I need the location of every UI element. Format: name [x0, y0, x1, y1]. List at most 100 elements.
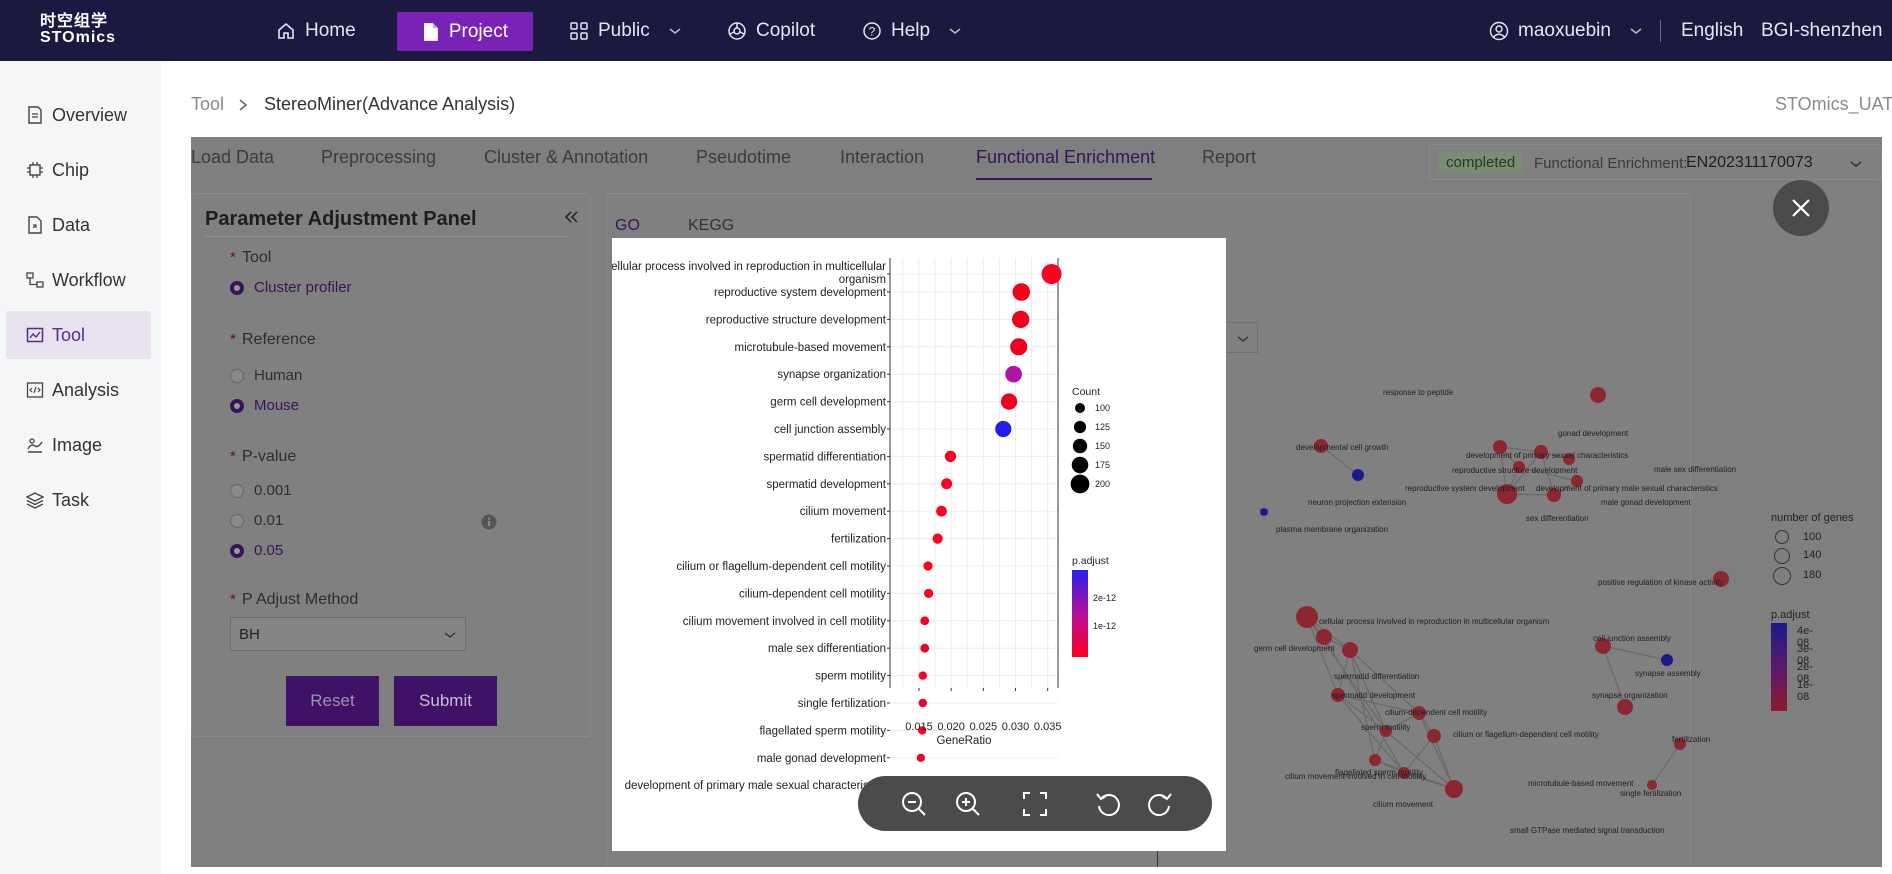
sidebar-item-data[interactable]: Data: [6, 201, 151, 249]
region-switch[interactable]: BGI-shenzhen: [1761, 20, 1883, 41]
sidebar-item-label: Workflow: [52, 269, 126, 290]
nav-home-label: Home: [305, 20, 356, 41]
data-point: [920, 643, 930, 653]
category-label: development of primary male sexual chara…: [625, 780, 887, 792]
data-file-icon: [28, 216, 42, 234]
data-point: [916, 753, 925, 762]
svg-text:?: ?: [869, 25, 876, 39]
tool-icon: [26, 327, 44, 343]
required-mark: *: [230, 331, 236, 348]
padjust-select[interactable]: BH: [230, 617, 466, 651]
data-point: [924, 588, 934, 598]
tab-report[interactable]: Report: [1202, 147, 1257, 167]
sidebar-item-overview[interactable]: Overview: [6, 91, 151, 139]
result-tab-kegg[interactable]: KEGG: [688, 217, 735, 234]
logo-cn: 时空组学: [40, 13, 109, 30]
category-label: organism: [839, 274, 886, 286]
nav-help[interactable]: ? Help: [862, 13, 971, 49]
user-menu[interactable]: maoxuebin: [1489, 13, 1652, 49]
image-icon: [27, 438, 43, 453]
nav-home[interactable]: Home: [276, 13, 356, 49]
network-node-label: spermatid development: [1332, 691, 1416, 700]
network-node-label: cilium-dependent cell motility: [1385, 708, 1488, 717]
category-label: male sex differentiation: [768, 643, 886, 655]
pvalue-radio-0001[interactable]: [230, 484, 244, 498]
category-label: cell junction assembly: [774, 424, 886, 436]
data-point: [932, 533, 943, 544]
tab-interaction[interactable]: Interaction: [840, 147, 925, 167]
tab-functional-enrichment[interactable]: Functional Enrichment: [976, 147, 1156, 167]
reset-button[interactable]: Reset: [286, 676, 379, 726]
tool-option-label: Cluster profiler: [254, 279, 352, 296]
fullscreen-icon[interactable]: [1022, 791, 1048, 817]
count-legend-dot: [1073, 420, 1087, 434]
pvalue-radio-001[interactable]: [230, 514, 244, 528]
nav-help-label: Help: [891, 20, 931, 41]
sidebar-item-task[interactable]: Task: [6, 476, 151, 524]
tab-preprocessing[interactable]: Preprocessing: [321, 147, 437, 167]
logo[interactable]: 时空组学 STOmics: [40, 14, 116, 46]
sidebar-item-analysis[interactable]: Analysis: [6, 366, 151, 414]
rotate-left-icon[interactable]: [1094, 790, 1122, 818]
data-point: [918, 698, 928, 708]
tab-cluster-annotation[interactable]: Cluster & Annotation: [484, 147, 649, 167]
rotate-right-icon[interactable]: [1146, 790, 1174, 818]
sidebar-item-image[interactable]: Image: [6, 421, 151, 469]
category-label: synapse organization: [777, 369, 886, 381]
chevron-down-icon: [669, 28, 681, 34]
result-tab-go[interactable]: GO: [615, 217, 640, 234]
network-node-label: reproductive system development: [1405, 484, 1525, 493]
network-node-label: germ cell development: [1254, 644, 1335, 653]
chevron-down-icon: [1237, 336, 1249, 342]
chevron-down-icon: [949, 28, 961, 34]
data-point: [1012, 310, 1030, 329]
network-node-label: development of primary sexual characteri…: [1466, 451, 1629, 460]
plot-panel: [890, 258, 1058, 688]
tab-pseudotime[interactable]: Pseudotime: [696, 147, 792, 167]
nav-project-label: Project: [448, 20, 508, 42]
zoom-out-icon[interactable]: [900, 790, 928, 818]
reference-radio-mouse[interactable]: [230, 399, 244, 413]
sidebar-item-label: Tool: [52, 324, 86, 345]
tab-load-data[interactable]: Load Data: [191, 147, 275, 167]
data-point: [1005, 365, 1022, 383]
category-label: reproductive structure development: [706, 314, 887, 326]
language-switch[interactable]: English: [1681, 20, 1744, 41]
network-node-label: synapse organization: [1592, 691, 1668, 700]
pvalue-radio-005[interactable]: [230, 544, 244, 558]
result-select[interactable]: completed Functional Enrichment: EN20231…: [1429, 144, 1882, 180]
legend-value: 100: [1803, 531, 1822, 543]
workflow-icon: [26, 272, 44, 288]
category-label: spermatid development: [766, 479, 886, 491]
reference-option-label: Mouse: [254, 397, 300, 414]
x-tick-label: 0.025: [970, 721, 998, 733]
close-icon: [1792, 199, 1810, 217]
chevron-down-icon: [1630, 28, 1642, 34]
x-tick-label: 0.030: [1002, 721, 1030, 733]
network-node-label: cilium movement involved in cell motilit…: [1285, 772, 1427, 781]
nav-copilot[interactable]: Copilot: [727, 13, 815, 49]
result-select-value: EN202311170073: [1686, 154, 1813, 171]
zoom-in-icon[interactable]: [954, 790, 982, 818]
breadcrumb-root[interactable]: Tool: [191, 94, 225, 114]
legend-value: 3e-08: [1797, 643, 1813, 667]
top-navbar: 时空组学 STOmics Home Project Public Copilot…: [0, 0, 1892, 61]
collapse-icon[interactable]: [563, 209, 579, 225]
tool-radio[interactable]: [230, 281, 244, 295]
nav-public[interactable]: Public: [569, 13, 691, 49]
info-icon[interactable]: [481, 514, 497, 530]
sidebar-item-tool[interactable]: Tool: [6, 311, 151, 359]
network-node-label: reproductive structure development: [1452, 466, 1578, 475]
network-node-label: sperm motility: [1361, 723, 1411, 732]
sidebar-item-workflow[interactable]: Workflow: [6, 256, 151, 304]
close-preview-button[interactable]: [1773, 180, 1829, 236]
nav-project[interactable]: Project: [397, 12, 533, 51]
sidebar-item-chip[interactable]: Chip: [6, 146, 151, 194]
padj-legend-gradient: [1072, 570, 1088, 657]
home-icon: [278, 22, 294, 39]
count-legend-label: 125: [1095, 422, 1110, 432]
status-badge: completed: [1438, 152, 1524, 173]
submit-button[interactable]: Submit: [394, 676, 497, 726]
reference-radio-human[interactable]: [230, 369, 244, 383]
legend-value: 1e-08: [1797, 679, 1813, 703]
